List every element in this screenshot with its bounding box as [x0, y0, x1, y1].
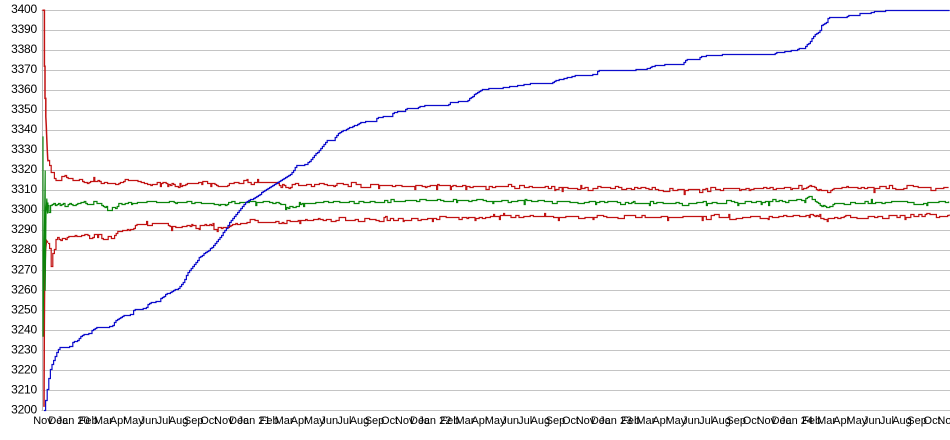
svg-text:Feb: Feb	[621, 415, 640, 427]
svg-text:Jul: Jul	[518, 415, 532, 427]
svg-text:Nov: Nov	[757, 415, 777, 427]
svg-text:3260: 3260	[11, 282, 37, 296]
svg-text:Jan 21: Jan 21	[237, 415, 270, 427]
svg-text:3230: 3230	[11, 342, 37, 356]
svg-text:Aug: Aug	[892, 415, 912, 427]
svg-text:Nov: Nov	[33, 415, 53, 427]
svg-text:Apr: Apr	[833, 415, 850, 427]
svg-text:Oct: Oct	[381, 415, 398, 427]
svg-text:Dec: Dec	[48, 415, 68, 427]
svg-text:Jan 23: Jan 23	[599, 415, 632, 427]
svg-text:Feb: Feb	[79, 415, 98, 427]
svg-text:Jun: Jun	[320, 415, 338, 427]
svg-text:May: May	[846, 415, 867, 427]
svg-text:Nov: Nov	[214, 415, 234, 427]
svg-text:Aug: Aug	[531, 415, 551, 427]
svg-text:May: May	[666, 415, 687, 427]
svg-text:3210: 3210	[11, 383, 37, 397]
svg-text:3330: 3330	[11, 142, 37, 156]
svg-text:3240: 3240	[11, 322, 37, 336]
svg-text:Sep: Sep	[907, 415, 927, 427]
svg-text:Aug: Aug	[350, 415, 370, 427]
svg-text:3350: 3350	[11, 102, 37, 116]
svg-text:Oct: Oct	[924, 415, 941, 427]
svg-text:Feb: Feb	[802, 415, 821, 427]
svg-text:Nov: Nov	[937, 415, 950, 427]
svg-text:Jul: Jul	[157, 415, 171, 427]
svg-text:3360: 3360	[11, 82, 37, 96]
svg-text:Nov: Nov	[576, 415, 596, 427]
svg-text:3400: 3400	[11, 2, 37, 16]
svg-text:Apr: Apr	[471, 415, 488, 427]
svg-text:Sep: Sep	[546, 415, 566, 427]
svg-text:3320: 3320	[11, 162, 37, 176]
svg-text:Jun: Jun	[682, 415, 700, 427]
svg-text:May: May	[123, 415, 144, 427]
svg-text:Apr: Apr	[291, 415, 308, 427]
svg-text:3370: 3370	[11, 62, 37, 76]
svg-text:Jul: Jul	[880, 415, 894, 427]
svg-text:Feb: Feb	[260, 415, 279, 427]
svg-text:Dec: Dec	[229, 415, 249, 427]
svg-text:Mar: Mar	[275, 415, 294, 427]
svg-text:Jul: Jul	[699, 415, 713, 427]
svg-text:May: May	[485, 415, 506, 427]
svg-text:3220: 3220	[11, 362, 37, 376]
svg-text:3300: 3300	[11, 202, 37, 216]
svg-text:3380: 3380	[11, 42, 37, 56]
svg-text:Mar: Mar	[456, 415, 475, 427]
svg-text:Sep: Sep	[365, 415, 385, 427]
svg-text:Oct: Oct	[562, 415, 579, 427]
svg-text:Aug: Aug	[711, 415, 731, 427]
svg-text:3290: 3290	[11, 222, 37, 236]
svg-text:Dec: Dec	[772, 415, 792, 427]
svg-text:Jan 24: Jan 24	[780, 415, 813, 427]
svg-text:May: May	[304, 415, 325, 427]
svg-text:Jan 22: Jan 22	[418, 415, 451, 427]
svg-text:Apr: Apr	[652, 415, 669, 427]
svg-text:Dec: Dec	[591, 415, 611, 427]
svg-text:Jan 20: Jan 20	[57, 415, 90, 427]
svg-text:Jun: Jun	[501, 415, 519, 427]
svg-text:Aug: Aug	[169, 415, 189, 427]
svg-text:Nov: Nov	[395, 415, 415, 427]
svg-text:3270: 3270	[11, 262, 37, 276]
svg-text:3340: 3340	[11, 122, 37, 136]
svg-text:Mar: Mar	[636, 415, 655, 427]
svg-text:Oct: Oct	[200, 415, 217, 427]
svg-text:Jun: Jun	[863, 415, 881, 427]
svg-text:Sep: Sep	[184, 415, 204, 427]
svg-text:Apr: Apr	[110, 415, 127, 427]
svg-text:3250: 3250	[11, 302, 37, 316]
svg-text:Sep: Sep	[726, 415, 746, 427]
svg-text:Feb: Feb	[440, 415, 459, 427]
svg-text:Mar: Mar	[94, 415, 113, 427]
svg-text:3310: 3310	[11, 182, 37, 196]
svg-text:Jun: Jun	[140, 415, 158, 427]
svg-text:3280: 3280	[11, 242, 37, 256]
svg-text:3390: 3390	[11, 22, 37, 36]
svg-text:3200: 3200	[11, 403, 37, 417]
svg-text:Dec: Dec	[410, 415, 430, 427]
svg-text:Jul: Jul	[337, 415, 351, 427]
svg-text:Oct: Oct	[743, 415, 760, 427]
svg-text:Mar: Mar	[817, 415, 836, 427]
